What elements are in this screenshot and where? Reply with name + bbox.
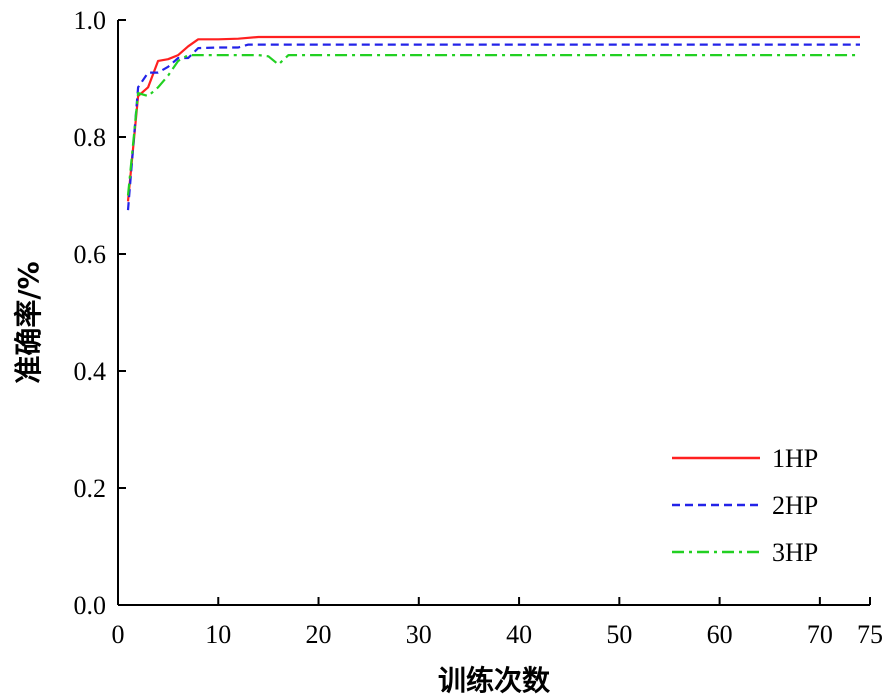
- axes-layer: 0.0 0.2 0.4 0.6 0.8 1.0 0 10 20 30 40 50 60 70 75 训练次数 准…: [12, 6, 883, 697]
- x-axis-title: 训练次数: [438, 664, 551, 697]
- x-tick-label: 70: [807, 620, 833, 649]
- y-tick-label: 0.0: [74, 591, 107, 620]
- series-line-2HP: [126, 43, 860, 211]
- x-tick-label: 0: [112, 620, 125, 649]
- y-tick-label: 0.2: [74, 474, 107, 503]
- x-tick-label: 40: [506, 620, 532, 649]
- y-tick-label: 0.6: [74, 240, 107, 269]
- series-line-3HP: [126, 53, 860, 196]
- legend: 1HP 2HP 3HP: [672, 444, 818, 567]
- x-tick-label: 50: [606, 620, 632, 649]
- y-axis-title: 准确率/%: [12, 261, 45, 383]
- x-tick-label: 10: [205, 620, 231, 649]
- legend-label-1HP: 1HP: [772, 444, 818, 473]
- x-tick-label: 60: [707, 620, 733, 649]
- x-tick-label: 30: [406, 620, 432, 649]
- y-tick-label: 1.0: [74, 6, 107, 35]
- y-tick-label: 0.4: [74, 357, 107, 386]
- x-tick-label: 20: [306, 620, 332, 649]
- y-tick-label: 0.8: [74, 123, 107, 152]
- series-line-1HP: [126, 35, 860, 202]
- series-layer: [126, 35, 860, 211]
- legend-label-2HP: 2HP: [772, 491, 818, 520]
- x-tick-label: 75: [857, 620, 883, 649]
- legend-label-3HP: 3HP: [772, 538, 818, 567]
